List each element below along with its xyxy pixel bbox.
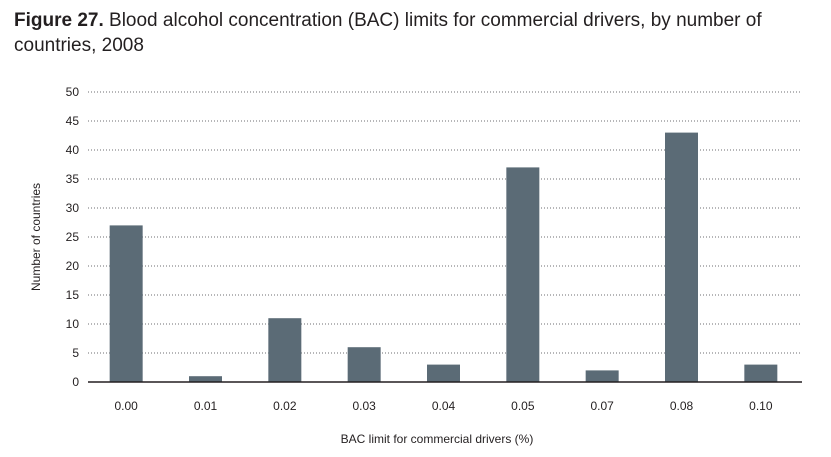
bars [109,132,778,382]
y-tick-label: 40 [66,143,80,157]
bar-0.07 [585,370,619,382]
figure-title-text: Blood alcohol concentration (BAC) limits… [14,10,762,56]
bar-0.01 [189,376,222,382]
y-tick-label: 10 [66,317,80,331]
y-tick-label: 35 [66,172,80,186]
x-axis-ticks: 0.00 0.01 0.02 0.03 0.04 0.05 0.07 0.08 0.10 [114,399,772,413]
bar-0.02 [268,318,302,382]
bar-0.10 [744,364,778,382]
y-tick-label: 0 [72,375,79,389]
x-tick-label: 0.01 [194,399,218,413]
x-tick-label: 0.03 [352,399,376,413]
y-tick-label: 15 [66,288,80,302]
x-axis-title: BAC limit for commercial drivers (%) [341,432,534,446]
bar-0.05 [506,167,540,382]
x-tick-label: 0.10 [749,399,773,413]
bar-0.03 [347,347,381,382]
y-tick-label: 20 [66,259,80,273]
chart-title: Figure 27. Blood alcohol concentration (… [14,8,814,58]
x-tick-label: 0.00 [114,399,138,413]
bar-0.04 [427,364,460,382]
x-tick-label: 0.04 [432,399,456,413]
y-tick-label: 50 [66,85,80,99]
x-tick-label: 0.07 [590,399,614,413]
x-tick-label: 0.08 [670,399,694,413]
figure-label: Figure 27. [14,10,104,31]
bar-0.08 [665,132,698,382]
y-tick-label: 25 [66,230,80,244]
y-tick-label: 5 [72,346,79,360]
x-tick-label: 0.05 [511,399,535,413]
y-axis-ticks: 0 5 10 15 20 25 30 35 40 45 50 [66,85,80,389]
y-tick-label: 45 [66,114,80,128]
x-tick-label: 0.02 [273,399,297,413]
bar-0.00 [109,225,143,382]
y-axis-title: Number of countries [29,183,43,291]
y-tick-label: 30 [66,201,80,215]
